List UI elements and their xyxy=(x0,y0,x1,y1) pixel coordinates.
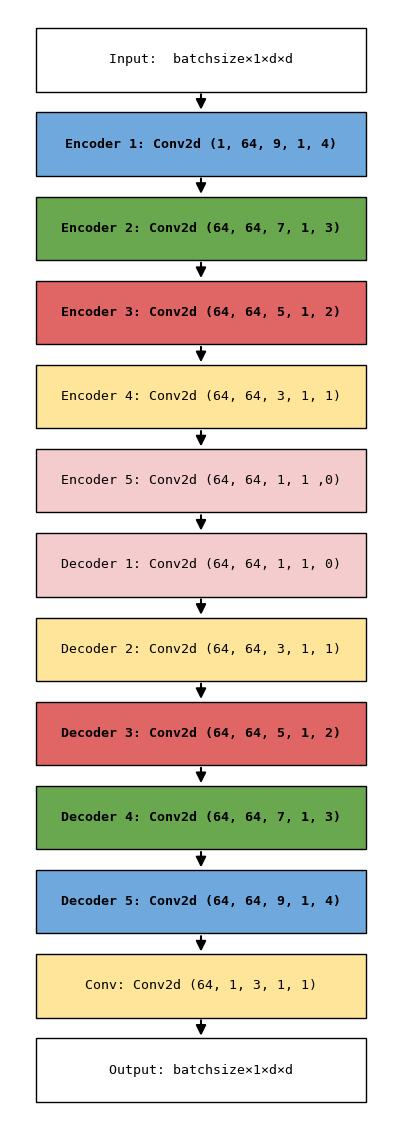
FancyBboxPatch shape xyxy=(36,870,365,933)
FancyBboxPatch shape xyxy=(36,365,365,428)
FancyBboxPatch shape xyxy=(36,533,365,597)
Text: Encoder 4: Conv2d (64, 64, 3, 1, 1): Encoder 4: Conv2d (64, 64, 3, 1, 1) xyxy=(61,390,340,403)
Text: Encoder 3: Conv2d (64, 64, 5, 1, 2): Encoder 3: Conv2d (64, 64, 5, 1, 2) xyxy=(61,306,340,319)
FancyBboxPatch shape xyxy=(36,954,365,1018)
FancyBboxPatch shape xyxy=(36,449,365,513)
FancyBboxPatch shape xyxy=(36,1038,365,1102)
Text: Encoder 1: Conv2d (1, 64, 9, 1, 4): Encoder 1: Conv2d (1, 64, 9, 1, 4) xyxy=(65,138,336,150)
Text: Decoder 1: Conv2d (64, 64, 1, 1, 0): Decoder 1: Conv2d (64, 64, 1, 1, 0) xyxy=(61,558,340,572)
FancyBboxPatch shape xyxy=(36,786,365,850)
Text: Encoder 5: Conv2d (64, 64, 1, 1 ,0): Encoder 5: Conv2d (64, 64, 1, 1 ,0) xyxy=(61,475,340,487)
Text: Output: batchsize×1×d×d: Output: batchsize×1×d×d xyxy=(109,1063,292,1077)
FancyBboxPatch shape xyxy=(36,280,365,344)
FancyBboxPatch shape xyxy=(36,113,365,176)
Text: Decoder 4: Conv2d (64, 64, 7, 1, 3): Decoder 4: Conv2d (64, 64, 7, 1, 3) xyxy=(61,811,340,824)
FancyBboxPatch shape xyxy=(36,197,365,260)
FancyBboxPatch shape xyxy=(36,618,365,680)
FancyBboxPatch shape xyxy=(36,702,365,765)
Text: Decoder 5: Conv2d (64, 64, 9, 1, 4): Decoder 5: Conv2d (64, 64, 9, 1, 4) xyxy=(61,895,340,909)
FancyBboxPatch shape xyxy=(36,28,365,92)
Text: Conv: Conv2d (64, 1, 3, 1, 1): Conv: Conv2d (64, 1, 3, 1, 1) xyxy=(85,980,316,992)
Text: Input:  batchsize×1×d×d: Input: batchsize×1×d×d xyxy=(109,53,292,67)
Text: Encoder 2: Conv2d (64, 64, 7, 1, 3): Encoder 2: Conv2d (64, 64, 7, 1, 3) xyxy=(61,221,340,235)
Text: Decoder 3: Conv2d (64, 64, 5, 1, 2): Decoder 3: Conv2d (64, 64, 5, 1, 2) xyxy=(61,727,340,740)
Text: Decoder 2: Conv2d (64, 64, 3, 1, 1): Decoder 2: Conv2d (64, 64, 3, 1, 1) xyxy=(61,643,340,655)
